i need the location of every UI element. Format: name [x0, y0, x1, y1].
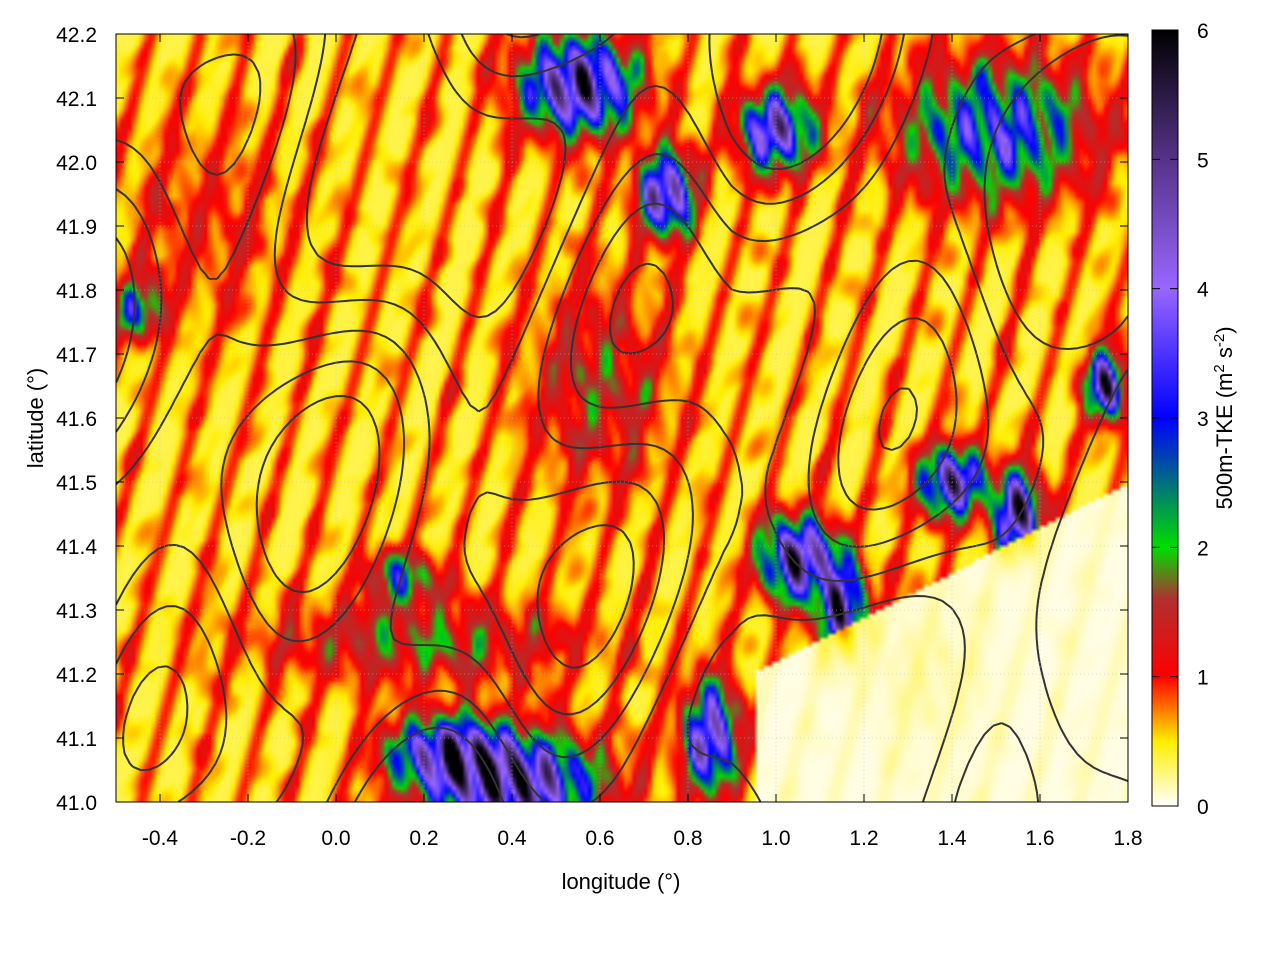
contour-line	[116, 34, 990, 802]
grid-lines	[116, 33, 1129, 803]
x-tick-label: 0.6	[585, 827, 614, 850]
contour-line	[255, 34, 1128, 802]
y-tick-label: 41.2	[56, 664, 97, 687]
colorbar-tick-label: 6	[1197, 20, 1209, 43]
y-axis-ticks: 41.0 41.1 41.2 41.3 41.4 41.5 41.6 41.7 41.8 41.9…	[56, 24, 1128, 815]
y-tick-label: 41.6	[56, 408, 97, 431]
colorbar-ticks: 0 1 2 3 4 5 6	[1152, 20, 1209, 819]
y-tick-label: 41.1	[56, 728, 97, 751]
x-tick-label: 1.6	[1025, 827, 1054, 850]
plot-area: -0.4 -0.2 0.0 0.2 0.4 0.6 0.8 1.0 1.2 1.4 1.6 1.8 4…	[56, 24, 1142, 850]
x-axis-ticks: -0.4 -0.2 0.0 0.2 0.4 0.6 0.8 1.0 1.2 1.4 1.6 1.8	[142, 34, 1143, 850]
contour-lines	[116, 34, 1128, 802]
x-tick-label: 0.0	[321, 827, 350, 850]
x-tick-label: 0.2	[409, 827, 438, 850]
x-tick-label: 1.4	[937, 827, 967, 850]
contour-line	[179, 34, 1045, 802]
y-tick-label: 42.0	[56, 152, 97, 175]
colorbar-tick-label: 0	[1197, 796, 1209, 819]
contour-line	[116, 34, 958, 802]
colorbar-tick-label: 5	[1197, 149, 1209, 172]
y-tick-label: 41.8	[56, 280, 97, 303]
y-tick-label: 41.0	[56, 792, 97, 815]
y-tick-label: 41.9	[56, 216, 97, 239]
y-axis-title: latitude (°)	[23, 368, 48, 469]
y-tick-label: 42.2	[56, 24, 97, 47]
colorbar-tick-label: 4	[1197, 279, 1209, 302]
x-tick-label: 0.8	[673, 827, 702, 850]
colorbar: 0 1 2 3 4 5 6 500m-TKE (m2 s-2)	[1151, 20, 1238, 819]
colorbar-tick-label: 1	[1197, 667, 1209, 690]
y-tick-label: 41.3	[56, 600, 97, 623]
x-axis-title: longitude (°)	[562, 869, 681, 894]
y-tick-label: 42.1	[56, 88, 97, 111]
y-tick-label: 41.4	[56, 536, 97, 559]
y-tick-label: 41.7	[56, 344, 97, 367]
colorbar-title: 500m-TKE (m2 s-2)	[1211, 326, 1238, 509]
x-tick-label: 1.2	[849, 827, 878, 850]
colorbar-tick-label: 2	[1197, 537, 1209, 560]
y-tick-label: 41.5	[56, 472, 97, 495]
x-tick-label: -0.2	[230, 827, 266, 850]
contour-line	[116, 34, 918, 772]
x-tick-label: 1.8	[1113, 827, 1142, 850]
x-tick-label: 1.0	[761, 827, 790, 850]
x-tick-label: -0.4	[142, 827, 179, 850]
colorbar-tick-label: 3	[1197, 408, 1209, 431]
x-tick-label: 0.4	[497, 827, 527, 850]
